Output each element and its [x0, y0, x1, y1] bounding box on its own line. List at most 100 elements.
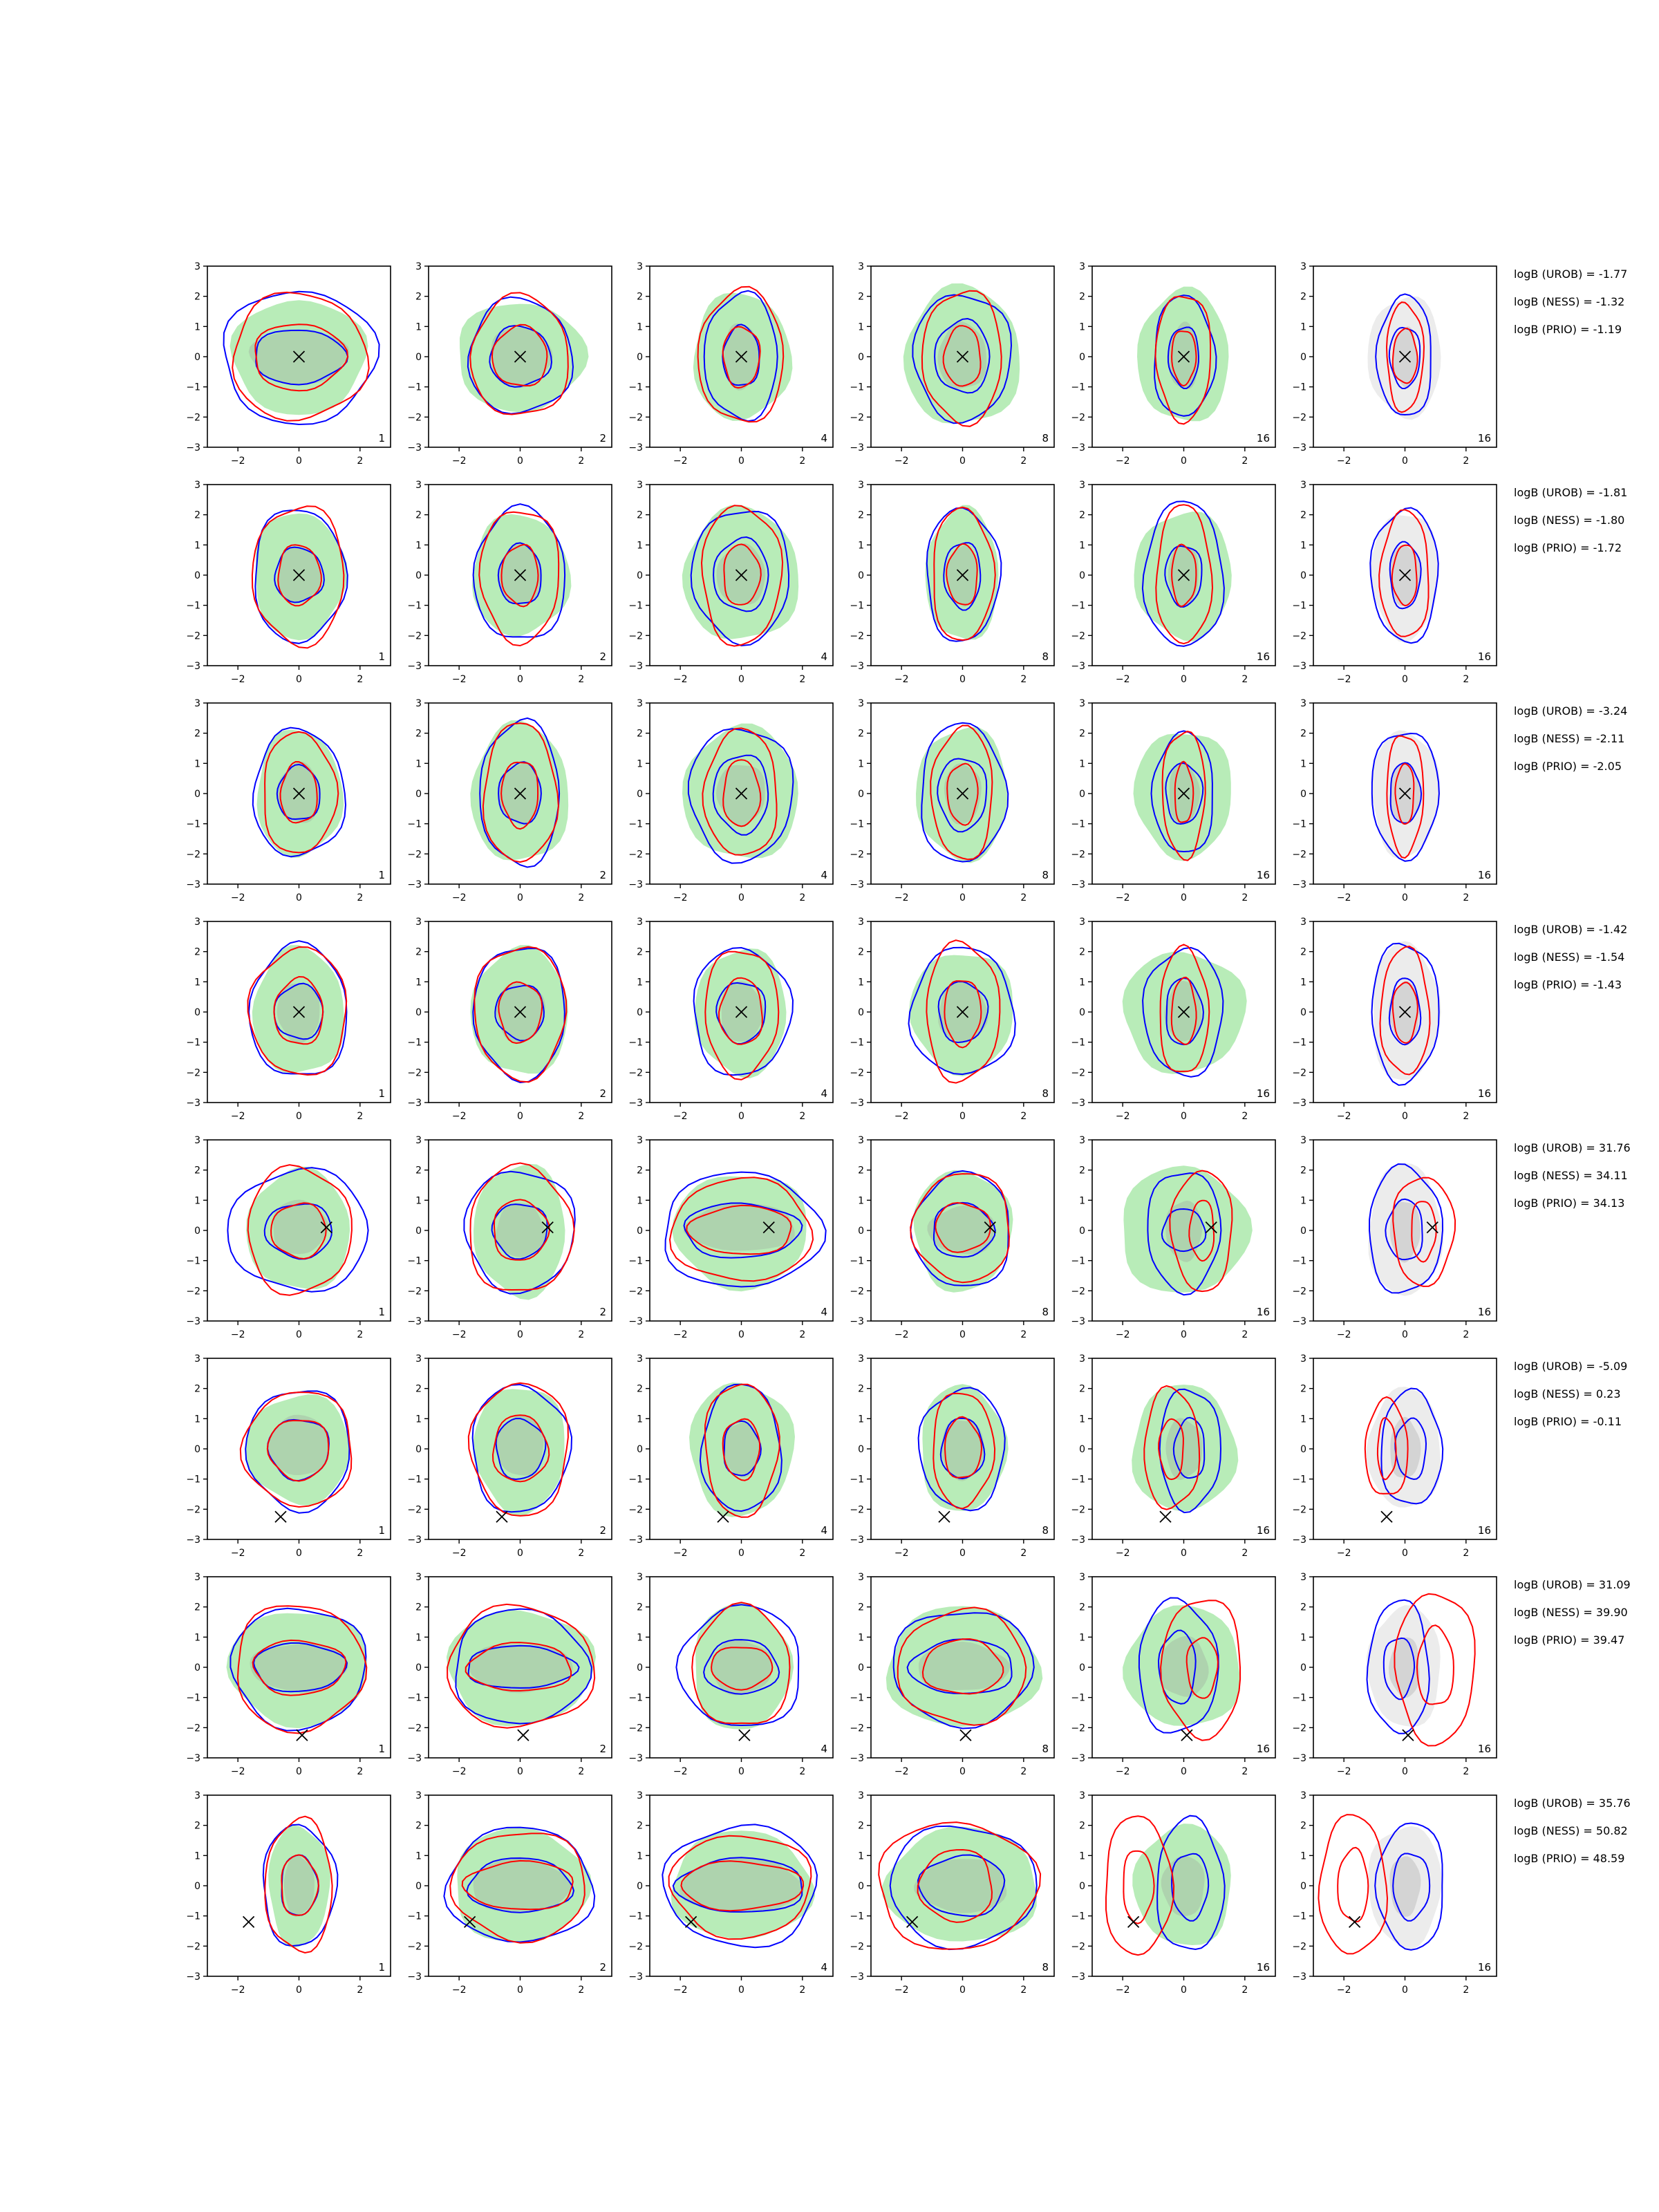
x-tick-label: −2 [452, 1985, 467, 1996]
y-tick-label: −3 [628, 1535, 643, 1546]
y-tick-label: −3 [628, 1098, 643, 1109]
blue-inner-contour [263, 1203, 332, 1260]
red-outer-contour [264, 1815, 333, 1954]
x-tick-label: 2 [1241, 456, 1248, 467]
panel-count-label: 8 [1042, 650, 1049, 663]
red-outer-contour [702, 727, 778, 856]
x-tick-label: 0 [517, 1766, 523, 1777]
y-tick-label: 3 [194, 1135, 200, 1146]
y-tick-label: −2 [850, 1067, 864, 1078]
x-tick-label: 2 [1020, 892, 1027, 903]
logb-urob-label: logB (UROB) = 31.76 [1514, 1141, 1631, 1154]
inner-fill-region [683, 1202, 795, 1251]
y-tick-label: 1 [1079, 540, 1085, 551]
blue-outer-contour [1141, 500, 1225, 647]
panel-r1-c6: −3 −2 −1 0 1 2 3 −2 0 2 16 [1292, 261, 1497, 467]
blue-inner-contour [713, 536, 769, 612]
y-tick-label: −1 [1292, 382, 1306, 393]
y-tick-label: −1 [186, 1911, 200, 1922]
plot-area [239, 1390, 353, 1514]
y-tick-label: 1 [637, 321, 643, 332]
x-tick-label: −2 [1116, 1329, 1130, 1340]
y-tick-label: −1 [850, 819, 864, 830]
panel-count-label: 1 [378, 1524, 385, 1537]
x-tick-label: 0 [296, 674, 302, 685]
blue-outer-contour [467, 296, 574, 415]
y-tick-label: 0 [637, 1881, 643, 1892]
x-tick-label: 0 [738, 1329, 744, 1340]
red-outer-contour [1379, 946, 1431, 1076]
red-outer-contour [1161, 731, 1206, 861]
y-tick-label: −2 [850, 1286, 864, 1297]
red-outer-contour [469, 1162, 575, 1291]
y-tick-label: 1 [637, 1414, 643, 1425]
blue-inner-contour [252, 1642, 348, 1693]
y-tick-label: −2 [628, 1723, 643, 1734]
blue-inner-contour [723, 1420, 762, 1477]
x-tick-label: 0 [1181, 674, 1187, 685]
y-tick-label: −3 [628, 442, 643, 453]
red-outer-contour [232, 291, 370, 422]
panel-count-label: 4 [821, 1087, 827, 1100]
x-tick-label: 2 [357, 1329, 363, 1340]
y-tick-label: 2 [1300, 1165, 1306, 1177]
inner-fill-region [1389, 1856, 1421, 1917]
panel-count-label: 16 [1257, 1743, 1270, 1755]
y-tick-label: −2 [186, 849, 200, 860]
x-tick-label: 0 [517, 456, 523, 467]
x-tick-label: 2 [1463, 674, 1469, 685]
x-tick-label: 0 [738, 674, 744, 685]
true-value-marker [514, 569, 527, 581]
blue-outer-contour [662, 1824, 818, 1949]
y-tick-label: 1 [1300, 1195, 1306, 1206]
red-inner-contour [252, 1639, 347, 1696]
y-tick-label: 0 [858, 570, 864, 581]
x-tick-label: 0 [1402, 1548, 1408, 1559]
true-value-marker [1177, 569, 1190, 581]
x-tick-label: 0 [959, 456, 966, 467]
y-tick-label: 0 [1079, 1007, 1085, 1018]
y-tick-label: −3 [407, 1971, 422, 1983]
blue-inner-contour [672, 1857, 803, 1913]
blue-outer-contour [443, 1826, 596, 1943]
y-tick-label: −3 [628, 1753, 643, 1764]
x-tick-label: 2 [1463, 1329, 1469, 1340]
y-tick-label: 1 [1300, 1632, 1306, 1643]
true-value-marker [496, 1510, 508, 1523]
red-inner-contour [266, 1419, 330, 1482]
y-tick-label: 0 [637, 352, 643, 363]
x-tick-label: 0 [1402, 1329, 1408, 1340]
true-value-marker [292, 787, 306, 800]
y-tick-label: 3 [194, 917, 200, 928]
y-tick-label: −2 [850, 1723, 864, 1734]
red-inner-contour [944, 980, 982, 1049]
x-tick-label: 2 [1463, 892, 1469, 903]
y-tick-label: −2 [407, 1723, 422, 1734]
y-tick-label: 1 [1300, 758, 1306, 769]
red-outer-contour [878, 1821, 1042, 1950]
panel-count-label: 16 [1257, 650, 1270, 663]
red-outer-contour [1386, 735, 1425, 859]
plot-area [226, 1605, 368, 1734]
y-tick-label: 3 [637, 917, 643, 928]
x-tick-label: 2 [578, 1329, 584, 1340]
panel-r4-c4: −3 −2 −1 0 1 2 3 −2 0 2 8 [850, 917, 1055, 1122]
panel-r1-c1: −3 −2 −1 0 1 2 3 −2 0 2 1 [186, 261, 391, 467]
y-tick-label: 0 [1300, 1226, 1306, 1237]
panel-r3-c2: −3 −2 −1 0 1 2 3 −2 0 2 2 [407, 698, 612, 903]
x-tick-label: 2 [1020, 456, 1027, 467]
red-outer-contour [691, 1602, 791, 1725]
x-tick-label: −2 [1337, 1111, 1351, 1122]
blue-outer-contour [1142, 946, 1224, 1078]
y-tick-label: 1 [637, 1850, 643, 1862]
blue-outer-contour [664, 1171, 827, 1288]
y-tick-label: −2 [1071, 1941, 1085, 1952]
true-value-marker [292, 350, 306, 363]
y-tick-label: 3 [1079, 1790, 1085, 1801]
y-tick-label: 1 [415, 977, 422, 988]
red-outer-contour [1155, 504, 1214, 645]
red-inner-contour [711, 1647, 774, 1691]
logb-urob-label: logB (UROB) = -1.81 [1514, 486, 1628, 499]
y-tick-label: −1 [628, 1256, 643, 1267]
y-tick-label: −2 [407, 1504, 422, 1515]
